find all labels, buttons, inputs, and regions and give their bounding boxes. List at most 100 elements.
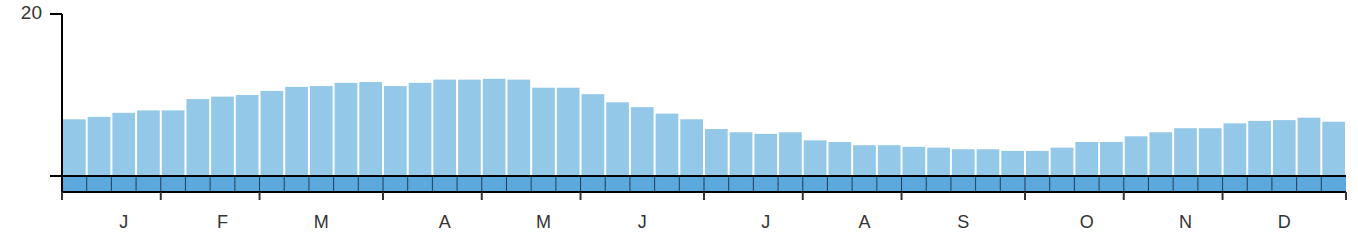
- strip-divider: [1049, 176, 1050, 192]
- bar: [1248, 121, 1271, 176]
- bar: [236, 95, 259, 176]
- strip-divider: [605, 176, 606, 192]
- strip-divider: [111, 176, 112, 192]
- bars: [63, 79, 1345, 176]
- week-strip: [62, 176, 1346, 192]
- bar: [507, 80, 530, 176]
- strip-divider: [753, 176, 754, 192]
- x-tick: [580, 192, 582, 200]
- strip-divider: [827, 176, 828, 192]
- bar: [458, 80, 481, 176]
- strip-divider: [136, 176, 137, 192]
- bar: [1224, 123, 1247, 176]
- x-tick: [61, 192, 63, 200]
- x-tick-label: J: [761, 212, 770, 232]
- bar: [977, 149, 1000, 176]
- bar: [828, 142, 851, 176]
- strip-divider: [308, 176, 309, 192]
- x-tick-label: S: [957, 212, 969, 232]
- bar: [1100, 142, 1123, 176]
- y-axis: [61, 14, 63, 192]
- bar: [186, 99, 209, 176]
- strip-divider: [284, 176, 285, 192]
- chart-root: 20JFMAMJJASOND: [0, 0, 1358, 236]
- strip-divider: [1099, 176, 1100, 192]
- bar: [1051, 148, 1074, 176]
- bar: [927, 148, 950, 176]
- bar: [730, 132, 753, 176]
- baseline: [50, 175, 1346, 177]
- strip-divider: [580, 176, 581, 192]
- bar: [63, 119, 86, 176]
- bar: [903, 147, 926, 176]
- strip-divider: [160, 176, 161, 192]
- bar: [631, 107, 654, 176]
- x-tick: [901, 192, 903, 200]
- strip-divider: [975, 176, 976, 192]
- x-tick-label: D: [1278, 212, 1291, 232]
- strip-divider: [728, 176, 729, 192]
- x-tick: [1024, 192, 1026, 200]
- strip-divider: [86, 176, 87, 192]
- bar: [1075, 142, 1098, 176]
- x-tick: [382, 192, 384, 200]
- strip-divider: [555, 176, 556, 192]
- bar: [1001, 151, 1024, 176]
- strip-divider: [1025, 176, 1026, 192]
- x-tick: [481, 192, 483, 200]
- y-tick-label: 20: [21, 2, 42, 23]
- bar: [483, 79, 506, 176]
- bar: [705, 129, 728, 176]
- y-tick: [50, 13, 62, 15]
- bar: [335, 83, 358, 176]
- bar: [137, 110, 160, 176]
- strip-divider: [1271, 176, 1272, 192]
- bar: [754, 134, 777, 176]
- x-tick-end: [1345, 192, 1347, 200]
- strip-divider: [901, 176, 902, 192]
- strip-divider: [358, 176, 359, 192]
- x-tick-label: J: [119, 212, 128, 232]
- strip-divider: [1296, 176, 1297, 192]
- strip-divider: [481, 176, 482, 192]
- strip-divider: [950, 176, 951, 192]
- strip: [62, 176, 1346, 192]
- strip-divider: [1074, 176, 1075, 192]
- strip-divider: [185, 176, 186, 192]
- bar: [88, 117, 111, 176]
- x-tick: [703, 192, 705, 200]
- x-tick: [1222, 192, 1224, 200]
- bar: [1174, 128, 1197, 176]
- strip-divider: [802, 176, 803, 192]
- bar: [112, 113, 135, 176]
- bar: [952, 149, 975, 176]
- strip-divider: [1197, 176, 1198, 192]
- x-tick: [160, 192, 162, 200]
- bar: [606, 102, 629, 176]
- strip-divider: [704, 176, 705, 192]
- strip-divider: [1123, 176, 1124, 192]
- bar: [582, 94, 605, 176]
- strip-divider: [654, 176, 655, 192]
- bar: [359, 82, 382, 176]
- strip-divider: [457, 176, 458, 192]
- bar: [162, 110, 185, 176]
- bar: [433, 80, 456, 176]
- strip-divider: [259, 176, 260, 192]
- x-tick: [259, 192, 261, 200]
- bar: [211, 97, 234, 176]
- bar: [680, 119, 703, 176]
- x-tick-label: J: [638, 212, 647, 232]
- bar: [557, 88, 580, 176]
- x-tick: [802, 192, 804, 200]
- bar: [1199, 128, 1222, 176]
- strip-divider: [333, 176, 334, 192]
- chart: 20JFMAMJJASOND: [0, 0, 1358, 236]
- x-tick-label: A: [858, 212, 870, 232]
- strip-divider: [629, 176, 630, 192]
- x-tick-label: M: [314, 212, 329, 232]
- strip-divider: [1000, 176, 1001, 192]
- strip-divider: [1321, 176, 1322, 192]
- bar: [1273, 120, 1296, 176]
- strip-divider: [432, 176, 433, 192]
